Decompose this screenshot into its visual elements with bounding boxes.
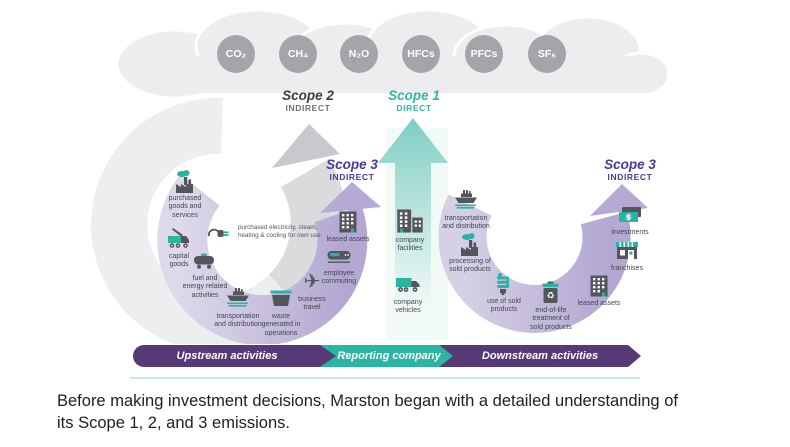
node-capital-goods: capital goods	[142, 226, 216, 270]
node-label: purchased electricity, steam, heating & …	[238, 224, 321, 239]
node-label: processing of sold products	[449, 258, 491, 274]
node-end-of-life: end-of-life treatment of sold products	[514, 280, 588, 332]
money-icon	[617, 202, 643, 228]
node-label: transportation and distribution	[214, 313, 262, 329]
node-label: company facilities	[395, 237, 425, 253]
node-processing: processing of sold products	[433, 231, 507, 275]
node-franchises: franchises	[590, 238, 664, 273]
reporting-company-chevron	[320, 345, 453, 367]
node-leased-assets-upstream: leased assets	[311, 209, 385, 244]
scope3-upstream-subtitle: INDIRECT	[329, 172, 375, 183]
gas-circle: N₂O	[340, 35, 378, 73]
node-label: waste generated in operations	[261, 313, 301, 337]
node-company-facilities: company facilities	[373, 206, 447, 254]
scope2-subtitle: INDIRECT	[285, 103, 331, 114]
node-label: franchises	[611, 265, 643, 272]
scope2-label: Scope 2 INDIRECT	[282, 88, 334, 114]
node-label: transportation and distribution	[442, 215, 490, 231]
node-waste: waste generated in operations	[244, 286, 318, 338]
tank-car-icon	[192, 248, 218, 274]
reporting-company-label: Reporting company	[337, 350, 441, 362]
node-transportation-downstream: transportation and distribution	[429, 188, 503, 232]
factory-cloud-icon	[172, 168, 198, 194]
node-label: business travel	[298, 296, 326, 312]
node-leased-assets-downstream: leased assets	[562, 273, 636, 308]
caption-text: Before making investment decisions, Mars…	[57, 392, 678, 432]
scope3-downstream-title: Scope 3	[604, 157, 656, 172]
node-label: leased assets	[326, 236, 370, 243]
node-company-vehicles: company vehicles	[371, 272, 445, 316]
downstream-activities-label: Downstream activities	[481, 350, 599, 362]
scope3-downstream-label: Scope 3 INDIRECT	[604, 157, 656, 183]
scope1-label: Scope 1 DIRECT	[388, 88, 440, 114]
node-label: investments	[611, 229, 649, 236]
cloud-band-icon	[115, 8, 671, 100]
node-label: company vehicles	[393, 299, 423, 315]
office-building-icon	[586, 273, 612, 299]
teal-divider	[130, 377, 640, 379]
activities-bar: Upstream activities Reporting company Do…	[0, 345, 790, 367]
ship-icon	[453, 188, 479, 214]
scope1-subtitle: DIRECT	[396, 103, 432, 114]
scope3-downstream-subtitle: INDIRECT	[607, 172, 653, 183]
node-label: purchased goods and services	[168, 195, 202, 219]
node-investments: investments	[593, 202, 667, 237]
scope3-upstream-label: Scope 3 INDIRECT	[326, 157, 378, 183]
node-purchased-goods: purchased goods and services	[148, 168, 222, 220]
office-building-icon	[335, 209, 361, 235]
scope1-arrow-icon	[378, 118, 448, 340]
node-business-travel: business travel	[275, 269, 349, 313]
node-label: leased assets	[577, 300, 621, 307]
node-use-of-sold: use of sold products	[467, 271, 541, 315]
factory-cloud-icon	[457, 231, 483, 257]
storefront-icon	[614, 238, 640, 264]
node-label: capital goods	[168, 253, 190, 269]
node-fuel-energy: fuel and energy related activities	[168, 248, 242, 300]
node-purchased-electricity: purchased electricity, steam, heating & …	[206, 219, 346, 245]
gas-circle: CO₂	[217, 35, 255, 73]
gas-circle: PFCs	[465, 35, 503, 73]
upstream-activities-label: Upstream activities	[176, 350, 278, 362]
node-label: employee commuting	[321, 270, 357, 286]
gas-circle: HFCs	[402, 35, 440, 73]
node-label: use of sold products	[487, 298, 521, 314]
scope3-upstream-title: Scope 3	[326, 157, 378, 172]
node-employee-commuting: employee commuting	[302, 243, 376, 287]
gas-circle: CH₄	[279, 35, 317, 73]
recycle-bin-icon	[538, 280, 564, 306]
delivery-truck-icon	[395, 272, 421, 298]
node-label: fuel and energy related activities	[182, 275, 228, 299]
node-label: end-of-life treatment of sold products	[530, 307, 572, 331]
scope2-title: Scope 2	[282, 88, 334, 103]
gas-circle: SF₆	[528, 35, 566, 73]
scope1-title: Scope 1	[388, 88, 440, 103]
city-buildings-icon	[395, 206, 425, 236]
train-icon	[326, 243, 352, 269]
node-transportation-upstream: transportation and distribution	[201, 286, 275, 330]
